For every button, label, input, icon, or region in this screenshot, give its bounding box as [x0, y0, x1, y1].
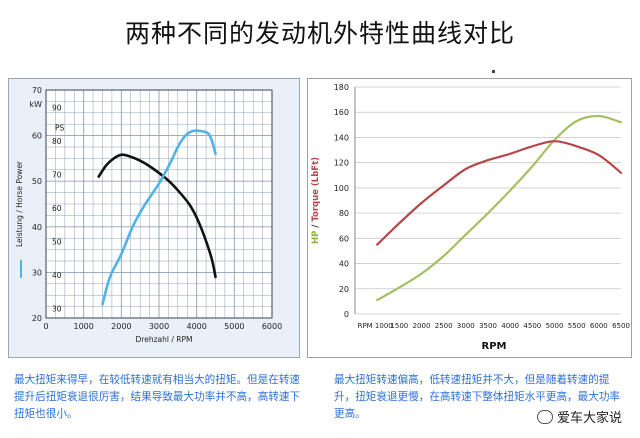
right-y-axis-label-part: HP [311, 231, 321, 244]
left-chart: 0 1000 2000 3000 4000 5000 6000 20 30 40 50 60 70 kW 3… [8, 78, 300, 358]
left-x-tick-label: 3000 [149, 322, 169, 331]
right-chart: 0 20 40 60 80 100 120 140 160 180 RPM 1000 1500 2000… [307, 78, 632, 358]
left-x-tick-label: 6000 [262, 322, 282, 331]
page-title: 两种不同的发动机外特性曲线对比 [124, 19, 515, 48]
left-ps-tick-label: 50 [52, 238, 62, 247]
right-y-axis-label-part: Torque (LbFt) [311, 157, 321, 222]
left-series-power [101, 129, 217, 306]
left-kw-tick-label: 70 [32, 86, 42, 95]
left-kw-tick-label: 20 [32, 314, 42, 323]
right-x-tick-label: 3000 [457, 322, 475, 330]
right-x-tick-label: 3500 [479, 322, 497, 330]
left-series-torque [97, 153, 217, 279]
left-x-tick-label: 0 [43, 322, 48, 331]
left-x-axis-label: Drehzahl / RPM [136, 335, 193, 344]
right-x-tick-label: 6000 [590, 322, 608, 330]
right-y-tick-label: 0 [344, 310, 349, 319]
right-y-tick-label: 140 [334, 133, 349, 142]
left-x-tick-label: 1000 [73, 322, 93, 331]
right-x-tick-label: 4000 [501, 322, 519, 330]
left-kw-tick-label: 30 [32, 268, 42, 277]
right-y-tick-label: 160 [334, 108, 349, 117]
left-caption: 最大扭矩来得早，在较低转速就有相当大的扭矩。但是在转速提升后扭矩衰退很厉害，结果… [14, 374, 301, 420]
left-ps-tick-label: 30 [52, 305, 62, 314]
left-x-tick-label: 5000 [224, 322, 244, 331]
left-kw-tick-label: 50 [32, 177, 42, 186]
left-ps-tick-label: 70 [52, 170, 62, 179]
watermark-text: 爱车大家说 [556, 411, 622, 426]
right-x-tick-label: 6500 [612, 322, 630, 330]
right-y-tick-label: 60 [339, 234, 349, 243]
right-x-tick-label: 2000 [413, 322, 431, 330]
left-x-tick-label: 4000 [186, 322, 206, 331]
left-plot-border [45, 89, 273, 319]
right-x-tick-label: 5000 [546, 322, 564, 330]
left-kw-tick-label: 60 [32, 132, 42, 141]
right-caption: 最大扭矩转速偏高，低转速扭矩并不大，但是随着转速的提升，扭矩衰退更慢，在高转速下… [334, 374, 621, 420]
right-frame [307, 78, 632, 358]
left-chart-svg: 0 1000 2000 3000 4000 5000 6000 20 30 40 50 60 70 kW 3… [8, 78, 300, 358]
left-ps-tick-label: 80 [52, 137, 62, 146]
right-y-tick-label: 100 [334, 184, 349, 193]
right-x-tick-label: 1500 [390, 322, 408, 330]
right-x-tick-label: 4500 [523, 322, 541, 330]
right-series-torque [376, 140, 623, 246]
left-y-axis-label: Leistung / Horse Power [15, 160, 24, 247]
right-y-tick-label: 20 [339, 285, 349, 294]
right-y-axis-label: HP / Torque (LbFt) [311, 157, 321, 244]
right-y-tick-label: 40 [339, 260, 349, 269]
left-x-tick-label: 2000 [111, 322, 131, 331]
right-series-hp [376, 114, 623, 302]
right-y-axis-label-part: / [311, 222, 321, 231]
left-ps-unit: PS [55, 123, 65, 132]
left-kw-tick-label: 40 [32, 223, 42, 232]
right-x-tick-label: 5500 [568, 322, 586, 330]
right-x-tick-label: RPM 1000 [358, 322, 393, 330]
watermark: 爱车大家说 [536, 407, 622, 426]
decorative-dot [492, 70, 495, 73]
left-kw-unit: kW [29, 100, 42, 109]
left-ps-tick-label: 60 [52, 204, 62, 213]
wechat-icon [536, 409, 553, 424]
right-y-tick-label: 80 [339, 209, 349, 218]
right-x-axis-label: RPM [482, 341, 507, 352]
right-y-tick-label: 180 [334, 83, 349, 92]
right-x-tick-label: 2500 [435, 322, 453, 330]
left-ps-tick-label: 90 [52, 103, 62, 112]
left-ps-tick-label: 40 [52, 271, 62, 280]
right-y-tick-label: 120 [334, 159, 349, 168]
